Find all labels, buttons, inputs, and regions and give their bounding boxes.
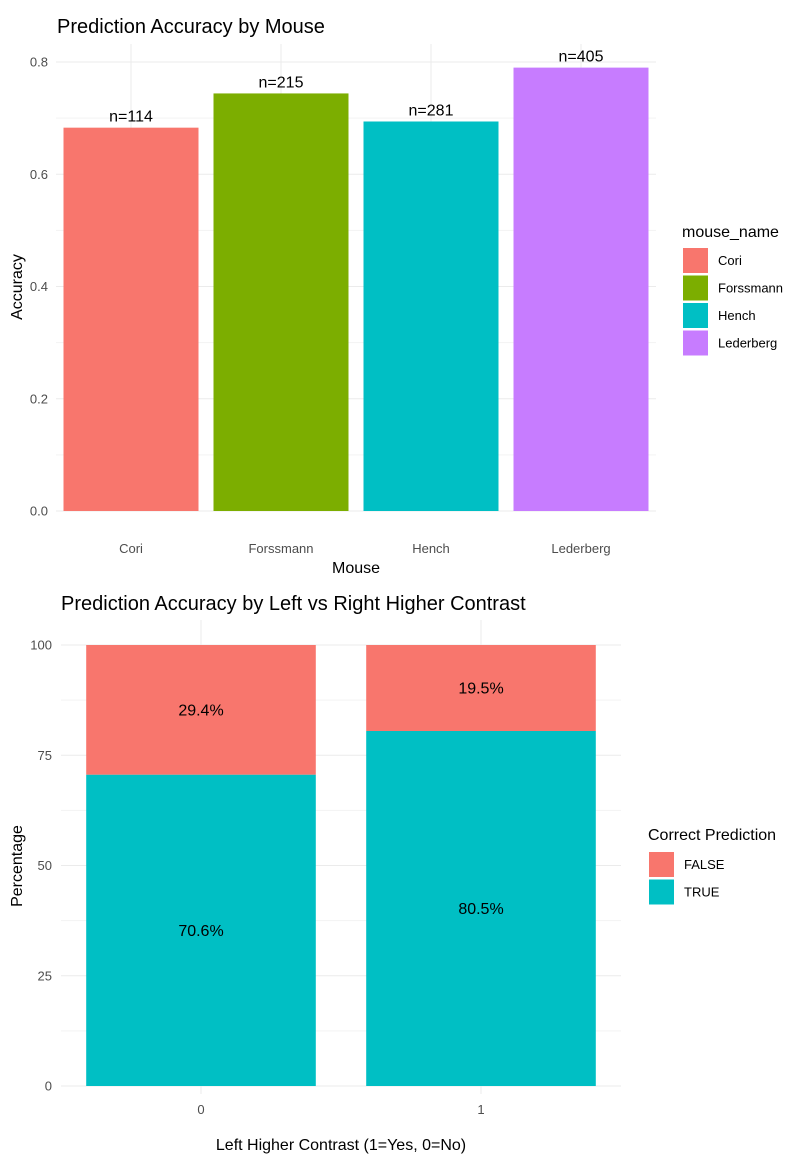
legend: Correct Prediction FALSE TRUE xyxy=(648,827,776,905)
y-axis-ticks: 0.0 0.2 0.4 0.6 0.8 xyxy=(30,55,48,519)
legend-key-forssmann xyxy=(683,275,708,301)
segment-percent-label: 29.4% xyxy=(178,702,223,719)
x-axis-title: Left Higher Contrast (1=Yes, 0=No) xyxy=(216,1137,466,1154)
legend-key-true xyxy=(649,879,674,905)
bar-count-label: n=114 xyxy=(109,109,153,126)
y-tick-label: 25 xyxy=(38,968,52,983)
chart-title: Prediction Accuracy by Mouse xyxy=(57,16,325,38)
bar-segment-true xyxy=(366,730,596,1086)
y-tick-label: 75 xyxy=(38,748,52,763)
y-axis-title: Percentage xyxy=(9,825,26,907)
bar-segment-false xyxy=(366,645,596,731)
x-axis-title: Mouse xyxy=(332,560,380,577)
legend-label: FALSE xyxy=(684,857,725,872)
stacked-bars xyxy=(86,645,596,1086)
y-axis-ticks: 0 25 50 75 100 xyxy=(30,638,52,1094)
segment-labels: 70.6% 29.4% 80.5% 19.5% xyxy=(178,680,503,939)
legend-title: mouse_name xyxy=(682,224,779,241)
x-tick-label: 1 xyxy=(477,1102,484,1117)
legend-label: Forssmann xyxy=(718,281,783,296)
legend: mouse_name Cori Forssmann Hench Lederberg xyxy=(682,224,783,356)
y-tick-label: 0.8 xyxy=(30,55,48,70)
legend-key-cori xyxy=(683,248,708,273)
x-tick-label: Cori xyxy=(119,541,143,556)
y-tick-label: 0.4 xyxy=(30,279,48,294)
legend-key-hench xyxy=(683,303,708,328)
y-tick-label: 50 xyxy=(38,858,52,873)
bar-forssmann xyxy=(213,93,349,512)
y-tick-label: 0.0 xyxy=(30,504,48,519)
bar-count-label: n=405 xyxy=(559,49,604,66)
legend-title: Correct Prediction xyxy=(648,827,776,844)
y-tick-label: 0.2 xyxy=(30,391,48,406)
y-axis-title: Accuracy xyxy=(9,254,26,320)
chart-title: Prediction Accuracy by Left vs Right Hig… xyxy=(61,593,526,615)
y-tick-label: 0.6 xyxy=(30,167,48,182)
legend-key-lederberg xyxy=(683,330,708,356)
bar-cori xyxy=(63,127,199,511)
bar-segment-false xyxy=(86,645,316,775)
y-tick-label: 100 xyxy=(30,638,52,653)
bar-lederberg xyxy=(513,67,649,512)
segment-percent-label: 80.5% xyxy=(458,901,503,918)
x-tick-label: Lederberg xyxy=(551,541,610,556)
x-tick-label: 0 xyxy=(197,1102,204,1117)
legend-key-false xyxy=(649,852,674,877)
x-axis-ticks: Cori Forssmann Hench Lederberg xyxy=(119,541,611,556)
x-tick-label: Hench xyxy=(412,541,450,556)
bar-count-label: n=281 xyxy=(409,102,454,119)
legend-label: Lederberg xyxy=(718,336,777,351)
bar-labels: n=114 n=215 n=281 n=405 xyxy=(109,49,603,126)
segment-percent-label: 70.6% xyxy=(178,923,223,940)
legend-label: Cori xyxy=(718,253,742,268)
y-tick-label: 0 xyxy=(45,1079,52,1094)
bars xyxy=(63,67,649,512)
segment-percent-label: 19.5% xyxy=(458,680,503,697)
bar-segment-true xyxy=(86,774,316,1086)
legend-label: Hench xyxy=(718,308,756,323)
accuracy-by-mouse-chart: n=114 n=215 n=281 n=405 0.0 0.2 0.4 0.6 0.8 Cor… xyxy=(9,16,783,577)
x-tick-label: Forssmann xyxy=(248,541,313,556)
bar-count-label: n=215 xyxy=(259,74,304,91)
bar-hench xyxy=(363,121,499,512)
legend-label: TRUE xyxy=(684,885,720,900)
